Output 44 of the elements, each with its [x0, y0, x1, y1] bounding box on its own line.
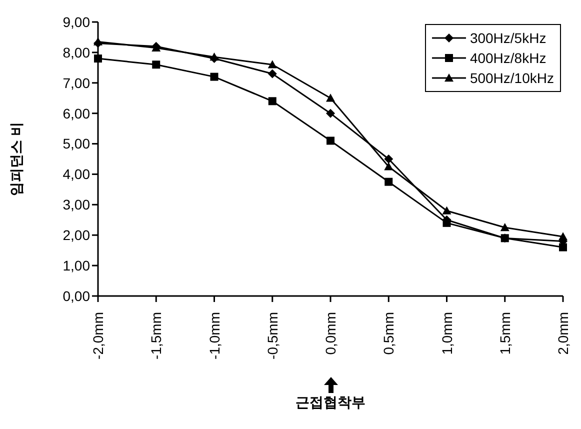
point: [558, 232, 568, 240]
point: [94, 37, 102, 46]
y-tick-label: 7,00: [62, 74, 90, 91]
point: [384, 154, 394, 164]
point: [210, 52, 219, 61]
point: [268, 60, 277, 68]
y-tick-label: 1,00: [62, 258, 90, 274]
point: [442, 218, 451, 227]
x-tick-label: 0,5mm: [380, 312, 397, 355]
x-tick-label: 1,0mm: [438, 312, 455, 355]
x-tick-label: -2,0mm: [90, 312, 106, 360]
y-tick-label: 0,00: [62, 288, 90, 304]
x-tick-label: 0,0mm: [322, 312, 338, 355]
y-tick-label: 3,00: [62, 196, 90, 213]
x-tick-label: -1,5mm: [148, 312, 164, 360]
point: [500, 223, 510, 232]
x-tick-label: 2,0mm: [555, 312, 571, 355]
point: [384, 178, 393, 186]
point: [268, 69, 277, 78]
y-tick-label: 5,00: [62, 136, 90, 152]
point: [326, 94, 335, 102]
point: [384, 162, 394, 170]
point: [152, 60, 160, 69]
legend-label: 400Hz/8kHz: [470, 50, 546, 66]
y-tick-label: 9,00: [62, 14, 90, 30]
y-axis-title: 임피던스 비: [8, 122, 24, 196]
point: [210, 72, 218, 81]
point: [326, 136, 334, 145]
y-tick-label: 8,00: [62, 44, 90, 60]
legend-label: 500Hz/10kHz: [470, 70, 554, 86]
x-tick-label: -0,5mm: [264, 312, 280, 360]
y-tick-label: 2,00: [62, 227, 90, 244]
x-axis-title: 근접협착부: [294, 394, 366, 412]
point: [268, 97, 276, 106]
point: [559, 243, 567, 252]
point: [94, 54, 102, 63]
y-tick-label: 4,00: [62, 166, 90, 182]
x-tick-label: 1,5mm: [496, 312, 513, 355]
point: [326, 108, 335, 118]
x-tick-label: -1,0mm: [206, 312, 222, 360]
y-tick-label: 6,00: [62, 105, 90, 122]
legend-label: 300Hz/5kHz: [470, 30, 546, 46]
point: [500, 234, 509, 242]
point: [442, 206, 452, 214]
